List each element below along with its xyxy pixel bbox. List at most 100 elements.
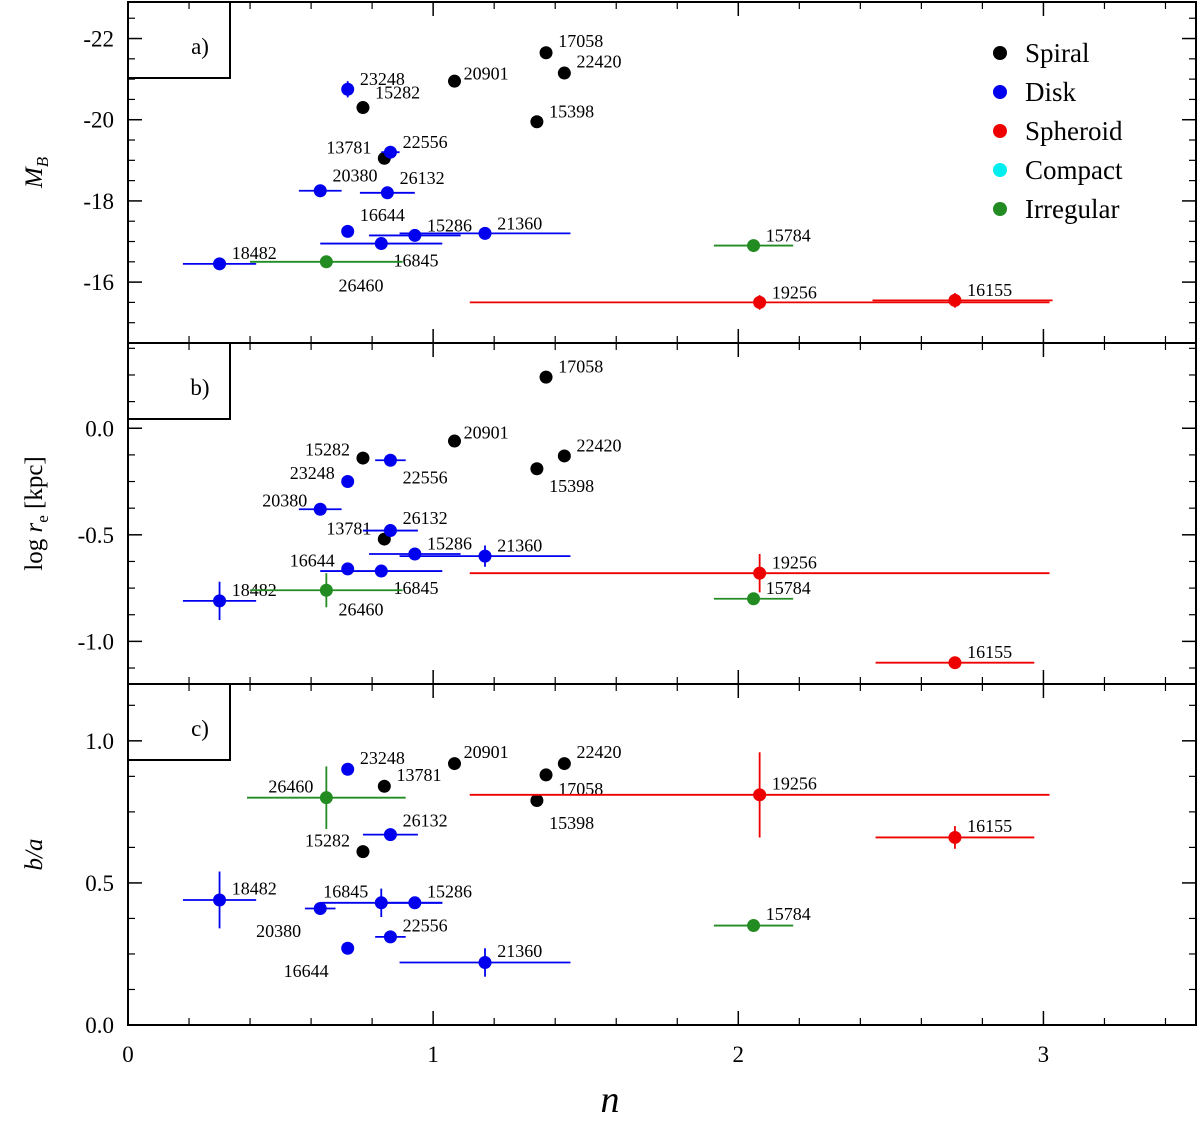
marker bbox=[948, 830, 962, 844]
y-tick-label: -22 bbox=[83, 27, 114, 52]
y-tick-label: -16 bbox=[83, 270, 114, 295]
panel-tag: c) bbox=[191, 716, 209, 741]
data-point-15398: 15398 bbox=[530, 794, 594, 833]
legend-item-spiral: Spiral bbox=[993, 38, 1090, 68]
marker bbox=[408, 228, 422, 242]
point-label: 20380 bbox=[332, 166, 377, 186]
point-label: 16644 bbox=[360, 205, 405, 225]
data-point-19256: 19256 bbox=[469, 752, 1050, 838]
point-label: 20380 bbox=[256, 921, 301, 941]
data-point-15784: 15784 bbox=[713, 578, 811, 606]
marker bbox=[530, 115, 544, 129]
panel-tag-box bbox=[128, 343, 231, 420]
point-label: 22420 bbox=[577, 435, 622, 455]
data-point-21360: 21360 bbox=[399, 941, 571, 977]
data-point-22420: 22420 bbox=[557, 742, 622, 771]
y-tick-label: 1.0 bbox=[85, 729, 114, 754]
data-point-16155: 16155 bbox=[875, 642, 1035, 670]
data-point-23248: 23248 bbox=[341, 69, 405, 98]
data-point-26132: 26132 bbox=[362, 810, 448, 842]
marker bbox=[383, 828, 397, 842]
marker bbox=[408, 896, 422, 910]
marker bbox=[747, 592, 761, 606]
point-label: 22556 bbox=[403, 916, 448, 936]
panel-frame bbox=[127, 683, 1197, 1026]
point-label: 17058 bbox=[558, 779, 603, 799]
point-label: 21360 bbox=[497, 535, 542, 555]
point-label: 15784 bbox=[766, 225, 811, 245]
y-axis-title-sub: e bbox=[33, 515, 52, 523]
marker bbox=[374, 896, 388, 910]
marker bbox=[319, 583, 333, 597]
data-point-23248: 23248 bbox=[341, 748, 405, 776]
y-axis-title-var: r bbox=[21, 523, 48, 533]
marker bbox=[213, 594, 227, 608]
data-point-15282: 15282 bbox=[356, 83, 420, 115]
data-point-22556: 22556 bbox=[375, 916, 448, 944]
legend-item-spheroid: Spheroid bbox=[993, 116, 1123, 146]
data-point-13781: 13781 bbox=[326, 518, 391, 546]
data-point-26460: 26460 bbox=[247, 766, 406, 829]
data-point-26460: 26460 bbox=[250, 255, 403, 295]
point-label: 19256 bbox=[772, 773, 817, 793]
data-point-26132: 26132 bbox=[359, 168, 445, 200]
marker bbox=[313, 901, 327, 915]
marker bbox=[374, 237, 388, 251]
point-label: 16644 bbox=[284, 961, 329, 981]
marker bbox=[557, 757, 571, 771]
legend-label: Disk bbox=[1025, 77, 1077, 107]
marker bbox=[341, 475, 355, 489]
point-label: 15286 bbox=[427, 881, 472, 901]
x-tick-label: 0 bbox=[122, 1042, 134, 1067]
marker bbox=[313, 184, 327, 198]
point-label: 15286 bbox=[427, 533, 472, 553]
marker bbox=[383, 930, 397, 944]
data-point-20380: 20380 bbox=[298, 166, 377, 198]
x-axis: 0 1 2 3 bbox=[122, 1042, 1049, 1067]
data-point-13781: 13781 bbox=[377, 765, 442, 793]
marker bbox=[383, 524, 397, 538]
point-label: 13781 bbox=[326, 137, 371, 157]
data-point-15286: 15286 bbox=[369, 533, 472, 561]
marker bbox=[448, 74, 462, 88]
panel-tag: b) bbox=[190, 375, 209, 400]
panel-3: c) 1.0 0.5 0.0 b/a 20901 22420 17058 13781 15398 1… bbox=[21, 683, 1197, 1038]
point-label: 19256 bbox=[772, 282, 817, 302]
legend-item-compact: Compact bbox=[993, 155, 1123, 185]
data-point-23248: 23248 bbox=[290, 463, 355, 489]
legend-label: Compact bbox=[1025, 155, 1123, 185]
point-label: 22420 bbox=[577, 51, 622, 71]
point-label: 16644 bbox=[290, 550, 335, 570]
point-label: 19256 bbox=[772, 553, 817, 573]
data-point-20901: 20901 bbox=[448, 423, 509, 448]
legend: Spiral Disk Spheroid Compact Irregular bbox=[993, 38, 1123, 224]
panel-tag-box bbox=[128, 684, 231, 761]
marker bbox=[753, 788, 767, 802]
point-label: 16155 bbox=[967, 280, 1012, 300]
point-label: 20380 bbox=[262, 491, 307, 511]
y-axis-title-sub: B bbox=[33, 156, 52, 167]
panel-tag: a) bbox=[191, 34, 209, 59]
data-point-19256: 19256 bbox=[469, 553, 1050, 593]
x-tick-label: 2 bbox=[733, 1042, 745, 1067]
marker bbox=[213, 893, 227, 907]
point-label: 13781 bbox=[326, 518, 371, 538]
data-point-22556: 22556 bbox=[381, 132, 448, 159]
point-label: 15286 bbox=[427, 216, 472, 236]
data-point-21360: 21360 bbox=[399, 214, 571, 240]
legend-marker bbox=[993, 124, 1007, 138]
data-point-18482: 18482 bbox=[182, 871, 277, 929]
data-point-15286: 15286 bbox=[387, 881, 472, 910]
point-label: 15398 bbox=[549, 102, 594, 122]
y-axis-title: b/a bbox=[21, 839, 48, 871]
point-label: 13781 bbox=[397, 765, 442, 785]
point-label: 20901 bbox=[464, 63, 509, 83]
marker bbox=[557, 66, 571, 80]
marker bbox=[313, 502, 327, 516]
x-axis-title: n bbox=[601, 1079, 620, 1121]
marker bbox=[356, 451, 370, 465]
data-point-17058: 17058 bbox=[539, 31, 603, 60]
data-point-16155: 16155 bbox=[872, 280, 1053, 308]
marker bbox=[213, 257, 227, 271]
